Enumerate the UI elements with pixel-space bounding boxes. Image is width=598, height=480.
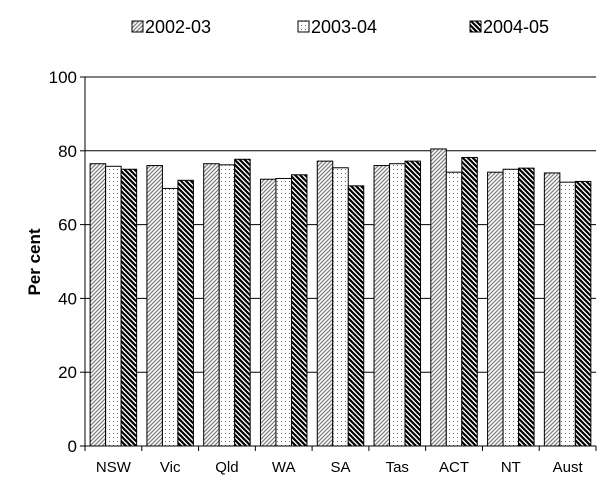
legend-swatch-2002-03 <box>131 20 144 33</box>
bar-aust-2002-03 <box>543 172 561 447</box>
bar-wa-2004-05 <box>290 174 308 447</box>
bars <box>89 148 592 447</box>
legend-swatch-2004-05 <box>469 20 482 33</box>
x-tick-label: NSW <box>96 459 132 476</box>
bar-nt-2004-05 <box>518 167 535 447</box>
chart-legend: 2002-03 2003-04 2004-05 <box>131 17 549 37</box>
bar-nt-2002-03 <box>487 171 504 447</box>
bar-tas-2003-04 <box>389 163 406 447</box>
x-tick-label: SA <box>330 459 350 476</box>
bar-nsw-2004-05 <box>120 168 138 447</box>
bar-wa-2003-04 <box>275 177 292 447</box>
x-tick-label: Qld <box>215 459 238 476</box>
y-axis-title: Per cent <box>25 228 44 295</box>
bar-nsw-2003-04 <box>105 165 122 447</box>
y-tick-label: 0 <box>68 437 77 456</box>
x-tick-label: NT <box>501 459 521 476</box>
bar-vic-2003-04 <box>161 187 179 447</box>
y-tick-label: 20 <box>58 363 77 382</box>
legend-label: 2003-04 <box>311 17 377 37</box>
y-tick-label: 80 <box>58 142 77 161</box>
x-tick-label: Tas <box>386 459 409 476</box>
bar-act-2004-05 <box>461 156 478 447</box>
bar-sa-2004-05 <box>347 185 365 447</box>
bar-qld-2002-03 <box>203 163 220 447</box>
y-tick-label: 60 <box>58 216 77 235</box>
y-tick-label: 100 <box>49 68 77 87</box>
bar-vic-2002-03 <box>146 165 163 447</box>
x-tick-label: WA <box>272 459 296 476</box>
bar-nt-2003-04 <box>502 168 520 447</box>
axes <box>80 76 597 451</box>
bar-aust-2004-05 <box>574 180 592 447</box>
x-tick-label: ACT <box>439 459 469 476</box>
bar-sa-2002-03 <box>316 160 334 447</box>
x-tick-label: Aust <box>553 459 584 476</box>
bar-aust-2003-04 <box>559 181 576 447</box>
y-tick-label: 40 <box>58 289 77 308</box>
bar-qld-2004-05 <box>234 158 251 447</box>
bar-nsw-2002-03 <box>89 163 107 447</box>
x-tick-labels: NSW Vic Qld WA SA Tas ACT NT Aust <box>96 459 584 476</box>
bar-qld-2003-04 <box>218 164 236 447</box>
legend-swatch-2003-04 <box>297 20 310 33</box>
bar-act-2002-03 <box>430 148 447 447</box>
bar-sa-2003-04 <box>332 167 349 447</box>
bar-tas-2002-03 <box>373 165 391 447</box>
y-tick-labels: 0 20 40 60 80 100 <box>49 68 77 456</box>
legend-label: 2004-05 <box>483 17 549 37</box>
bar-act-2003-04 <box>445 171 463 447</box>
bar-wa-2002-03 <box>259 178 277 447</box>
legend-label: 2002-03 <box>145 17 211 37</box>
bar-tas-2004-05 <box>404 160 422 447</box>
x-tick-label: Vic <box>160 459 181 476</box>
bar-vic-2004-05 <box>177 179 194 447</box>
